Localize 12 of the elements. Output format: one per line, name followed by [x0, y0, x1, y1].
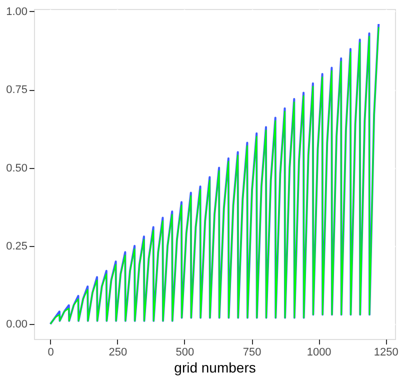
x-tick-label: 750	[242, 346, 262, 358]
x-axis-title: grid numbers	[174, 360, 256, 376]
x-tick-label: 250	[108, 346, 128, 358]
x-tick-label: 500	[176, 346, 194, 358]
x-tick-label: 1000	[306, 346, 332, 358]
x-tick-label: 0	[48, 346, 54, 358]
y-tick-label: 1.00	[6, 6, 28, 18]
y-tick-label: 0.50	[6, 162, 28, 174]
y-tick-label: 0.25	[6, 240, 28, 252]
x-tick-label: 1250	[374, 346, 398, 358]
y-tick-label: 0.75	[6, 84, 28, 96]
y-tick-label: 0.00	[6, 318, 28, 330]
